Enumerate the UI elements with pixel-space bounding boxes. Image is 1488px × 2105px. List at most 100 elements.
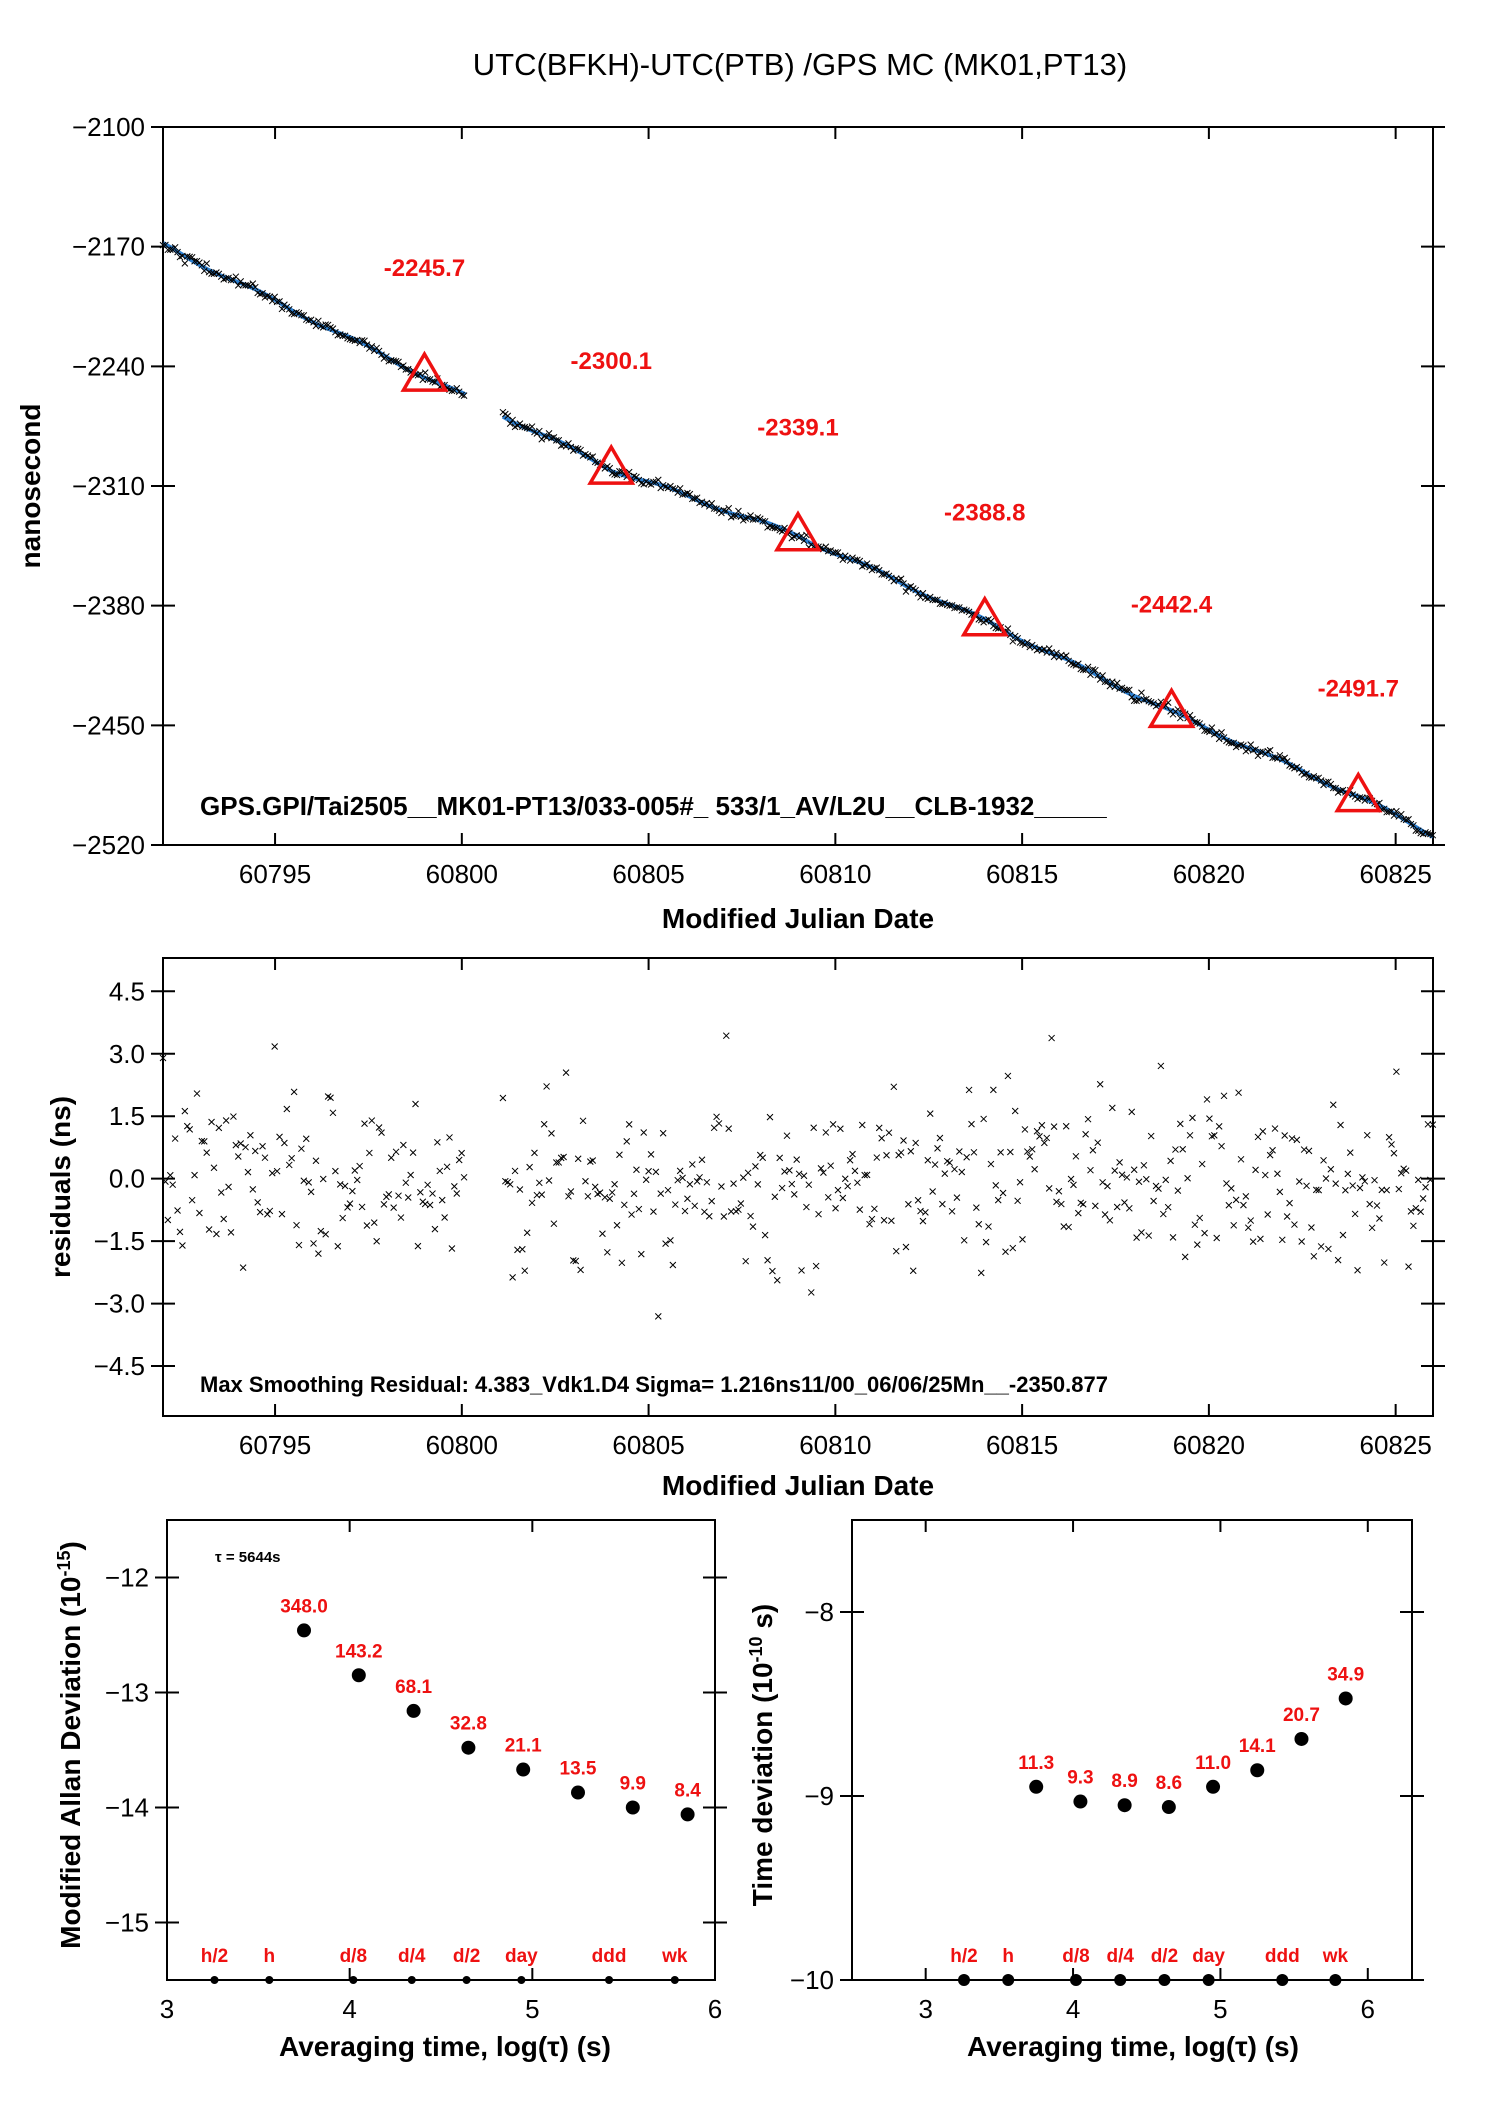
residual-point [963,1153,971,1161]
residual-point [186,1126,194,1133]
residual-point [196,1209,203,1217]
residual-point [1065,1223,1072,1231]
residual-point [166,1171,174,1179]
measurement-point [960,606,968,614]
residual-point [722,1032,730,1040]
residual-point [574,1155,582,1163]
allan-x-tick-label: 5 [525,1994,539,2024]
residual-point [528,1199,536,1207]
residual-point [759,1154,767,1162]
residual-point [839,1194,847,1202]
measurement-point [650,478,657,486]
measurement-point [455,388,463,396]
residual-point [407,1171,415,1179]
residual-point [378,1129,385,1137]
residual-point [616,1151,623,1159]
residual-point [1162,1176,1170,1184]
daily-mean-marker [960,595,1009,637]
residual-point [1244,1224,1252,1232]
measurement-point [834,549,842,556]
residual-point [1412,1204,1420,1212]
residual-point [370,1219,378,1226]
measurement-point [448,387,456,395]
measurement-point [392,357,400,365]
residual-point [1305,1147,1313,1155]
residual-point [443,1163,451,1171]
measurement-point [203,260,211,267]
residual-point [174,1207,181,1214]
measurement-point [1388,807,1395,815]
residual-point [264,1210,271,1218]
residual-point [1179,1145,1187,1153]
residual-point [412,1100,419,1108]
measurement-point [1405,815,1412,823]
residual-point [985,1223,992,1230]
residual-point [1308,1224,1315,1231]
measurement-point [863,560,871,567]
residual-point [327,1094,334,1102]
residual-point [1072,1152,1080,1160]
residual-point [691,1202,699,1210]
allan-point [461,1740,476,1755]
residual-point [1227,1185,1235,1192]
measurement-point [1140,696,1148,704]
residual-point [715,1120,723,1127]
residual-point [232,1141,240,1149]
measurement-point [305,317,313,324]
residual-point [339,1214,347,1222]
residual-point [1021,1126,1029,1133]
residual-point [283,1105,291,1113]
residual-point [1121,1199,1128,1206]
residual-point [203,1149,211,1156]
allan-frame [166,1519,716,1981]
residual-point [897,1149,905,1156]
allan-point [516,1762,531,1777]
residual-point [1269,1146,1276,1154]
measurement-point [1385,808,1393,816]
measurement-point [1206,728,1213,736]
residual-point [271,1043,279,1050]
measurement-point [778,527,786,535]
residual-point [579,1117,587,1125]
measurement-point [509,416,516,424]
residual-point [511,1167,519,1175]
residual-point [198,1137,206,1145]
residual-point [1116,1158,1123,1166]
measurement-point [832,548,839,556]
residual-point [1288,1135,1296,1142]
residual-point [931,1161,939,1168]
residuals-x-title: Modified Julian Date [662,1470,934,1501]
residual-point [929,1188,937,1195]
residual-point [1303,1182,1310,1190]
residual-point [795,1170,803,1178]
residual-point [810,1124,818,1132]
measurement-point [674,489,682,496]
residual-point [1133,1234,1140,1241]
daily-mean-label: -2300.1 [571,348,652,375]
residual-point [1361,1177,1369,1185]
residual-point [356,1162,364,1170]
residual-point [1203,1096,1211,1103]
residual-point [973,1204,980,1211]
allan-scale-label: ddd [592,1946,627,1967]
residual-point [812,1262,820,1270]
residual-point [1395,1185,1403,1193]
measurement-point [390,357,398,365]
allan-point [297,1623,311,1638]
residual-point [499,1094,507,1102]
tdev-value-label: 8.6 [1156,1773,1182,1794]
residual-point [866,1220,873,1228]
residual-point [1419,1195,1427,1202]
measurement-point [1380,805,1388,813]
measurement-point [288,310,296,317]
residual-point [1315,1186,1323,1194]
residual-point [764,1256,771,1264]
residual-point [1259,1128,1267,1135]
measurement-point [737,513,745,520]
residual-point [181,1107,189,1115]
residual-point [630,1190,638,1198]
residual-point [934,1145,941,1152]
residual-point [1276,1188,1284,1196]
residual-point [237,1140,245,1147]
measurement-point [1133,697,1140,705]
